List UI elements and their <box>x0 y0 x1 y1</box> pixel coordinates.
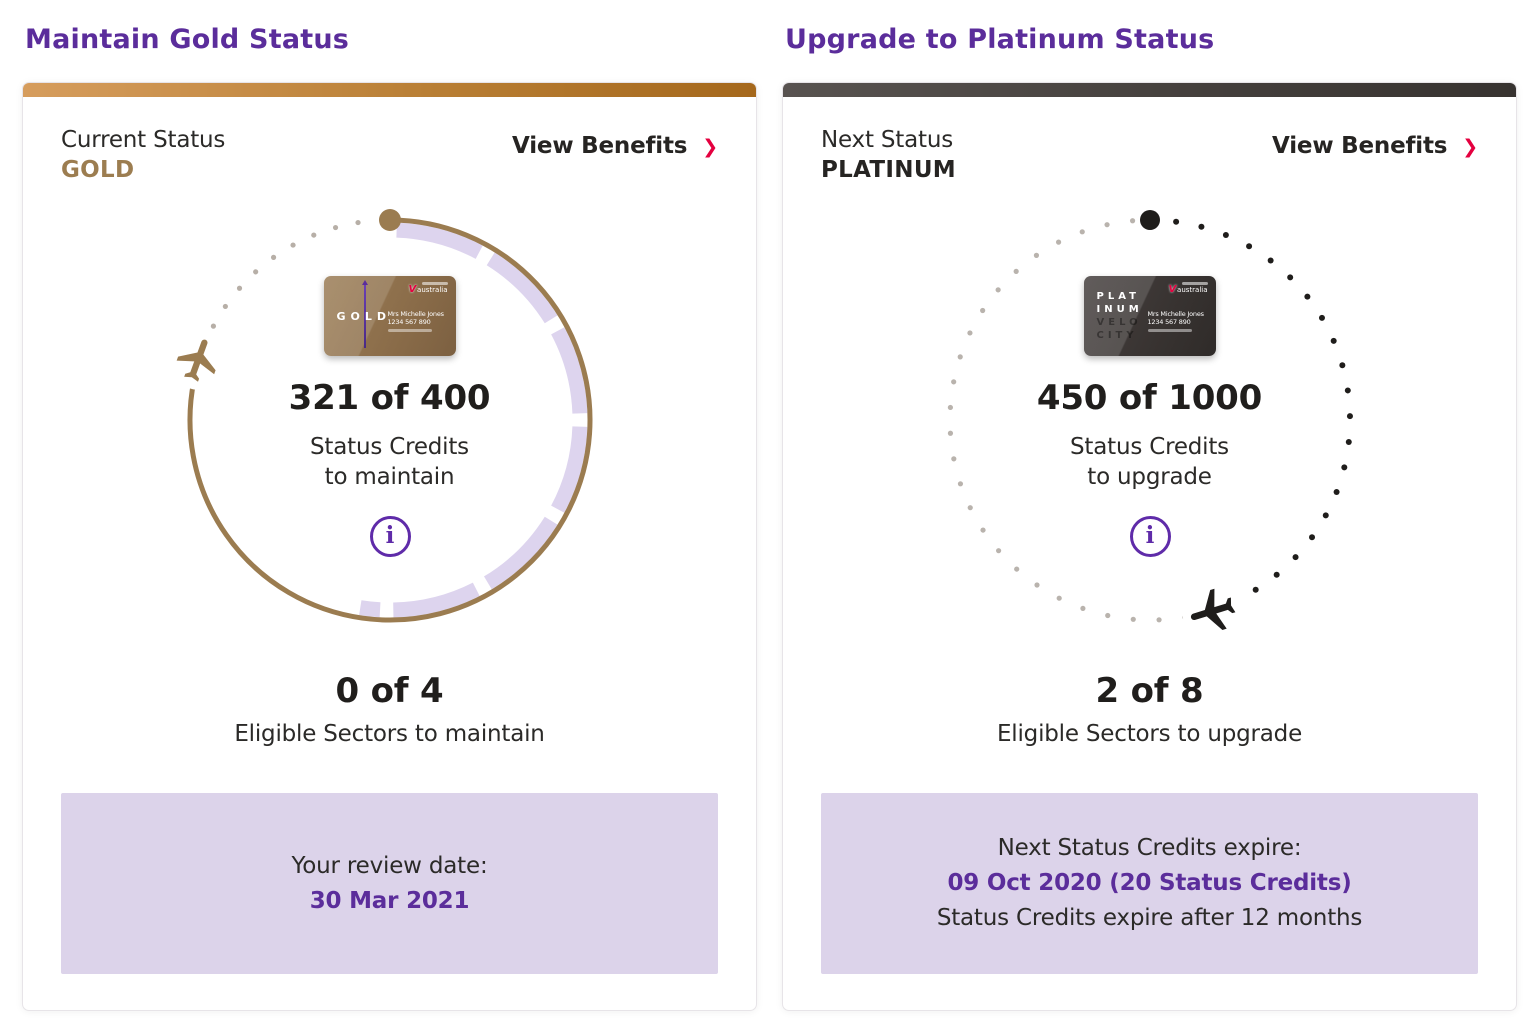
card-tier-line: PLAT <box>1096 291 1140 302</box>
current-status-label: Current Status <box>61 127 226 153</box>
gold-progress-ring-block: GOLD V australia Mrs Michelle Jones 1234… <box>155 185 625 655</box>
platinum-progress-ring <box>947 210 1353 641</box>
expiry-value: 09 Oct 2020 (20 Status Credits) <box>947 870 1352 896</box>
gold-card-header: Current Status GOLD View Benefits ❯ <box>23 97 756 183</box>
platinum-status-block: Next Status PLATINUM <box>821 127 956 183</box>
platinum-sectors-caption: Eligible Sectors to upgrade <box>996 721 1303 747</box>
review-date-value: 30 Mar 2021 <box>309 887 470 914</box>
virgin-australia-logo: V australia <box>408 282 448 295</box>
card-holder-detail-bar <box>387 329 432 332</box>
platinum-column: Upgrade to Platinum Status Next Status P… <box>782 22 1517 1011</box>
next-status-value: PLATINUM <box>821 157 956 183</box>
current-status-value: GOLD <box>61 157 135 183</box>
platinum-tier-bar <box>783 83 1516 97</box>
card-arrow-decoration <box>361 280 368 348</box>
gold-credits-caption: Status Credits to maintain <box>155 432 625 492</box>
platinum-sectors-value: 2 of 8 <box>1095 671 1204 711</box>
card-tier-text: PLAT INUM VELO CITY <box>1097 276 1143 356</box>
info-icon: i <box>1145 522 1155 549</box>
card-holder-block: Mrs Michelle Jones 1234 567 890 <box>1147 310 1206 332</box>
gold-membership-card: GOLD V australia Mrs Michelle Jones 1234… <box>323 276 456 356</box>
section-title-gold: Maintain Gold Status <box>25 24 350 55</box>
gold-progress-ring <box>168 209 592 623</box>
card-tier-text: GOLD <box>337 276 392 356</box>
review-date-label: Your review date: <box>291 852 488 879</box>
gold-status-block: Current Status GOLD <box>61 127 225 183</box>
logo-word: australia <box>417 286 448 294</box>
gold-status-card: Current Status GOLD View Benefits ❯ GOLD <box>22 82 757 1011</box>
virgin-v-icon: V <box>1168 284 1177 295</box>
expiry-label: Next Status Credits expire: <box>997 835 1302 861</box>
card-holder-name: Mrs Michelle Jones <box>387 310 445 318</box>
gold-credits-info-button[interactable]: i <box>369 516 411 557</box>
gold-tier-bar <box>23 83 756 97</box>
card-holder-block: Mrs Michelle Jones 1234 567 890 <box>387 310 446 332</box>
platinum-status-card: Next Status PLATINUM View Benefits ❯ PLA… <box>782 82 1517 1011</box>
chevron-right-icon: ❯ <box>1462 135 1478 158</box>
platinum-progress-ring-block: PLAT INUM VELO CITY V australia Mrs Mich… <box>915 185 1385 655</box>
credits-caption-line1: Status Credits <box>1070 434 1229 460</box>
platinum-credits-value: 450 of 1000 <box>1036 378 1263 418</box>
credits-caption-line2: to upgrade <box>1087 464 1212 490</box>
card-tier-line: INUM <box>1096 304 1143 315</box>
card-sheen <box>1083 276 1216 356</box>
section-title-platinum: Upgrade to Platinum Status <box>785 24 1215 55</box>
logo-microtext-bar <box>1181 282 1208 285</box>
gold-credits-value: 321 of 400 <box>288 378 491 418</box>
gold-column: Maintain Gold Status Current Status GOLD… <box>22 22 757 1011</box>
chevron-right-icon: ❯ <box>702 135 718 158</box>
virgin-v-icon: V <box>408 284 417 295</box>
card-tier-line: VELO <box>1096 317 1142 328</box>
gold-sectors-value: 0 of 4 <box>335 671 444 711</box>
view-benefits-label: View Benefits <box>512 133 688 159</box>
expiry-note: Status Credits expire after 12 months <box>936 905 1363 931</box>
card-holder-number: 1234 567 890 <box>387 318 431 326</box>
credits-caption-line1: Status Credits <box>310 434 469 460</box>
next-status-label: Next Status <box>821 127 953 153</box>
info-icon: i <box>385 522 395 549</box>
platinum-credits-expiry-box: Next Status Credits expire: 09 Oct 2020 … <box>821 793 1478 974</box>
card-holder-name: Mrs Michelle Jones <box>1147 310 1205 318</box>
platinum-card-header: Next Status PLATINUM View Benefits ❯ <box>783 97 1516 183</box>
gold-review-date-box: Your review date: 30 Mar 2021 <box>61 793 718 974</box>
view-benefits-label: View Benefits <box>1272 133 1448 159</box>
gold-sectors-caption: Eligible Sectors to maintain <box>234 721 545 747</box>
card-tier-line: CITY <box>1096 330 1138 341</box>
virgin-australia-logo: V australia <box>1168 282 1208 295</box>
platinum-membership-card: PLAT INUM VELO CITY V australia Mrs Mich… <box>1083 276 1216 356</box>
logo-word: australia <box>1177 286 1208 294</box>
platinum-view-benefits-link[interactable]: View Benefits ❯ <box>1272 133 1478 159</box>
platinum-credits-info-button[interactable]: i <box>1129 516 1171 557</box>
card-sheen <box>323 276 456 356</box>
card-holder-number: 1234 567 890 <box>1147 318 1191 326</box>
logo-microtext-bar <box>421 282 448 285</box>
credits-caption-line2: to maintain <box>324 464 455 490</box>
card-holder-detail-bar <box>1147 329 1192 332</box>
gold-view-benefits-link[interactable]: View Benefits ❯ <box>512 133 718 159</box>
platinum-credits-caption: Status Credits to upgrade <box>915 432 1385 492</box>
card-tier-line: GOLD <box>336 309 392 323</box>
